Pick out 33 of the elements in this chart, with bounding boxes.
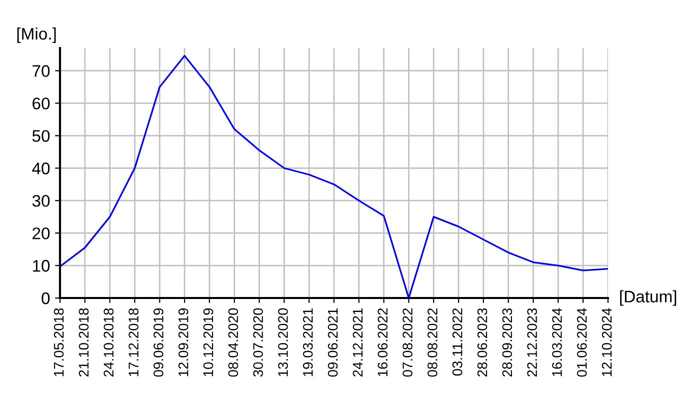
x-axis-title: [Datum] <box>620 290 676 306</box>
y-tick-label: 60 <box>32 98 50 110</box>
x-tick-label: 17.12.2018 <box>128 308 138 376</box>
x-tick-label: 08.08.2022 <box>428 308 438 377</box>
x-tick-label: 10.12.2019 <box>203 308 214 376</box>
y-tick-label: 20 <box>32 227 50 240</box>
x-tick-label: 09.06.2019 <box>154 308 164 377</box>
x-tick-label: 17.05.2018 <box>54 308 64 376</box>
x-tick-label: 03.11.2022 <box>452 308 462 376</box>
x-tick-label: 28.06.2023 <box>477 308 488 377</box>
y-tick-label: 0 <box>42 292 50 304</box>
x-tick-label: 16.06.2022 <box>378 308 388 376</box>
y-tick-label: 30 <box>32 195 50 207</box>
x-tick-label: 12.09.2019 <box>178 308 188 376</box>
x-tick-label: 24.12.2021 <box>352 308 363 377</box>
x-tick-label: 21.10.2018 <box>78 308 89 377</box>
y-tick-label: 50 <box>32 130 50 142</box>
x-tick-label: 24.10.2018 <box>104 308 114 377</box>
y-tick-label: 70 <box>32 65 50 77</box>
x-tick-label: 30.07.2020 <box>253 308 263 377</box>
y-axis-title: [Mio.] <box>17 27 56 43</box>
x-tick-label: 12.10.2024 <box>602 308 612 376</box>
x-tick-label: 07.08.2022 <box>402 308 412 377</box>
x-tick-label: 09.06.2021 <box>328 308 338 377</box>
x-tick-label: 28.09.2023 <box>502 308 512 377</box>
y-tick-label: 10 <box>33 260 50 272</box>
x-tick-label: 13.10.2020 <box>278 308 288 376</box>
x-tick-label: 08.04.2020 <box>228 308 238 377</box>
x-tick-label: 01.06.2024 <box>576 308 587 377</box>
x-tick-label: 19.03.2021 <box>302 308 313 376</box>
y-tick-label: 40 <box>32 162 50 174</box>
x-tick-label: 16.03.2024 <box>552 308 562 376</box>
x-tick-label: 22.12.2023 <box>527 308 537 377</box>
